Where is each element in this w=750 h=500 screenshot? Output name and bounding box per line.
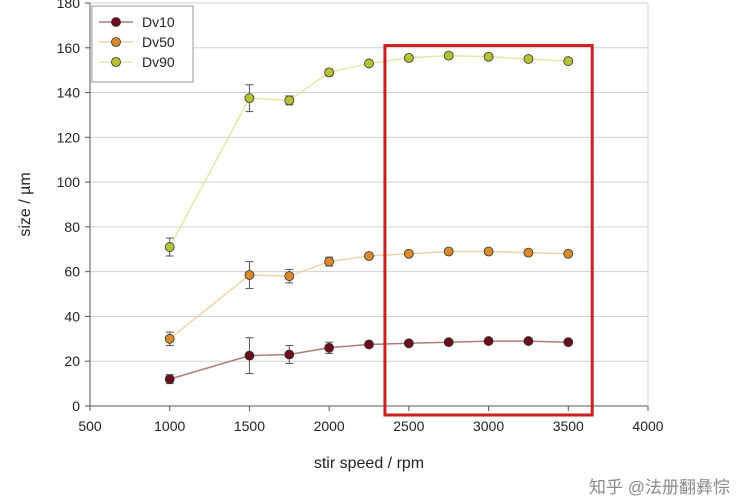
data-point-dv50 [523, 247, 534, 258]
data-point-dv10 [284, 349, 295, 360]
y-tick-label-3: 60 [64, 264, 80, 280]
data-point-dv90 [324, 67, 335, 78]
data-series [164, 50, 574, 385]
data-point-dv90 [483, 51, 494, 62]
series-line-dv10 [169, 340, 569, 380]
y-tick-label-4: 80 [64, 219, 80, 235]
data-point-dv10 [443, 337, 454, 348]
data-point-dv50 [403, 248, 414, 259]
legend-marker-dv50 [111, 37, 121, 47]
legend-label-dv10: Dv10 [142, 14, 175, 30]
y-tick-label-8: 160 [57, 40, 81, 56]
legend-box [91, 5, 194, 83]
x-tick-label-3: 2000 [314, 418, 345, 434]
series-dv50 [164, 246, 574, 347]
x-tick-label-7: 4000 [632, 418, 663, 434]
data-point-dv90 [403, 52, 414, 63]
data-point-dv50 [364, 251, 374, 261]
data-point-dv50 [164, 333, 175, 344]
y-tick-label-1: 20 [64, 353, 80, 369]
y-tick-label-9: 180 [57, 0, 81, 11]
series-line-dv50 [169, 250, 569, 340]
data-point-dv90 [244, 93, 255, 104]
data-point-dv10 [483, 336, 494, 346]
x-tick-label-5: 3000 [473, 418, 504, 434]
highlight-box [383, 44, 594, 417]
y-tick-label-6: 120 [57, 129, 81, 145]
x-tick-labels: 500 1000 1500 2000 2500 3000 3500 4000 [78, 418, 663, 434]
grid-lines [90, 2, 648, 362]
y-tick-label-0: 0 [72, 398, 80, 414]
data-point-dv10 [324, 342, 335, 353]
data-point-dv90 [523, 54, 534, 64]
y-tick-label-7: 140 [57, 85, 81, 101]
watermark-text: 知乎 @法册翻彝悰 [589, 478, 730, 497]
series-line-dv90 [169, 54, 569, 248]
x-tick-label-0: 500 [78, 418, 102, 434]
legend-label-dv50: Dv50 [142, 34, 175, 50]
axes [85, 2, 649, 411]
data-point-dv90 [364, 58, 374, 69]
x-tick-label-2: 1500 [234, 418, 265, 434]
data-point-dv50 [244, 270, 255, 280]
data-point-dv90 [164, 242, 175, 252]
x-tick-label-1: 1000 [154, 418, 185, 434]
data-point-dv10 [244, 350, 255, 361]
data-point-dv10 [563, 337, 574, 348]
data-point-dv50 [483, 246, 494, 257]
data-point-dv50 [324, 256, 335, 267]
data-point-dv50 [443, 246, 454, 257]
data-point-dv10 [403, 338, 414, 349]
data-point-dv10 [364, 339, 374, 350]
data-point-dv90 [563, 56, 574, 67]
y-axis-title: size / µm [17, 172, 34, 236]
series-dv90 [164, 50, 574, 257]
x-tick-label-6: 3500 [553, 418, 584, 434]
y-tick-label-5: 100 [57, 174, 81, 190]
legend-marker-dv90 [111, 57, 121, 67]
x-tick-label-4: 2500 [393, 418, 424, 434]
legend-label-dv90: Dv90 [142, 54, 175, 70]
data-point-dv90 [443, 50, 454, 61]
data-point-dv50 [563, 248, 574, 259]
data-point-dv50 [284, 271, 295, 282]
data-point-dv90 [284, 95, 295, 106]
data-point-dv10 [164, 374, 175, 385]
y-tick-labels: 0 20 40 60 80 100 120 140 160 180 [57, 0, 81, 414]
legend-marker-dv10 [111, 17, 121, 27]
y-tick-label-2: 40 [64, 308, 80, 324]
x-axis-title: stir speed / rpm [314, 455, 424, 472]
legend: Dv10 Dv50 Dv90 [91, 5, 194, 83]
series-dv10 [164, 336, 574, 385]
data-point-dv10 [523, 336, 534, 346]
